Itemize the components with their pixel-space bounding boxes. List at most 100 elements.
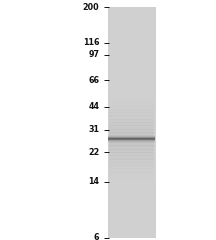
Bar — [109, 148, 154, 149]
Bar — [109, 141, 154, 142]
Bar — [109, 151, 154, 152]
Bar — [109, 106, 154, 107]
Bar — [109, 133, 154, 134]
Bar — [109, 155, 154, 156]
Bar — [109, 135, 154, 136]
Bar — [109, 130, 154, 131]
Bar — [109, 160, 154, 161]
Bar — [109, 109, 154, 110]
Bar — [109, 152, 154, 153]
Bar — [109, 120, 154, 121]
Bar — [109, 137, 154, 138]
Bar — [109, 171, 154, 172]
Text: 116: 116 — [83, 38, 99, 48]
Text: 66: 66 — [88, 76, 99, 84]
Bar — [109, 158, 154, 160]
Bar — [109, 161, 154, 162]
Bar — [109, 107, 154, 108]
Bar — [109, 131, 154, 132]
Bar — [109, 147, 154, 148]
Bar — [109, 157, 154, 158]
Bar — [109, 134, 154, 135]
Bar — [109, 102, 154, 103]
Bar — [109, 169, 154, 170]
Bar — [109, 145, 154, 146]
Bar — [109, 106, 154, 107]
Bar — [109, 139, 154, 140]
Bar — [109, 164, 154, 165]
Bar — [109, 181, 154, 183]
Bar — [109, 174, 154, 175]
Bar — [109, 162, 154, 163]
Text: kDa: kDa — [83, 0, 102, 1]
Bar — [109, 99, 154, 100]
Bar — [109, 126, 154, 127]
Bar — [109, 165, 154, 166]
Bar — [109, 158, 154, 159]
Bar — [109, 103, 154, 104]
Bar — [109, 154, 154, 155]
Text: 14: 14 — [88, 177, 99, 186]
Bar — [109, 156, 154, 157]
Bar — [109, 100, 154, 101]
Bar — [109, 181, 154, 182]
Bar — [109, 152, 154, 153]
Bar — [109, 179, 154, 180]
Bar — [109, 168, 154, 169]
Bar — [109, 170, 154, 171]
Bar — [109, 96, 154, 97]
Bar — [109, 129, 154, 130]
Bar — [109, 121, 154, 122]
Bar — [109, 179, 154, 180]
Bar — [109, 105, 154, 106]
Bar — [109, 124, 154, 125]
Bar — [109, 142, 154, 143]
Bar — [109, 112, 154, 114]
Bar — [109, 175, 154, 176]
Bar — [109, 113, 154, 114]
Bar — [109, 112, 154, 113]
Bar — [109, 166, 154, 167]
Bar — [109, 132, 154, 133]
Bar — [109, 122, 154, 123]
Bar — [109, 104, 154, 105]
Bar — [109, 149, 154, 150]
Bar — [109, 163, 154, 164]
Bar — [109, 123, 154, 124]
Bar — [109, 108, 154, 110]
Bar — [109, 128, 154, 129]
Bar — [109, 177, 154, 178]
Bar — [109, 127, 154, 128]
Bar — [109, 172, 154, 173]
Text: 31: 31 — [88, 125, 99, 134]
Bar — [109, 178, 154, 179]
Bar — [109, 145, 154, 146]
Bar — [109, 172, 154, 173]
Bar — [109, 153, 154, 154]
Bar — [109, 97, 154, 98]
Bar — [109, 149, 154, 150]
Bar — [109, 108, 154, 109]
Bar — [109, 176, 154, 177]
Text: 6: 6 — [94, 233, 99, 240]
Bar — [109, 115, 154, 116]
Bar — [109, 110, 154, 111]
Bar — [109, 165, 154, 166]
Bar — [109, 144, 154, 145]
Bar — [109, 99, 154, 100]
Bar — [109, 119, 154, 120]
Bar — [109, 102, 154, 103]
Text: 200: 200 — [83, 3, 99, 12]
Bar — [109, 138, 154, 139]
Bar — [109, 175, 154, 176]
Bar — [109, 142, 154, 143]
Bar — [109, 115, 154, 116]
Bar — [109, 117, 154, 118]
Text: 97: 97 — [88, 50, 99, 59]
Bar — [109, 180, 154, 181]
Bar — [109, 129, 154, 130]
Bar — [108, 7, 156, 238]
Bar — [109, 150, 154, 151]
Bar — [109, 140, 154, 141]
Bar — [109, 135, 154, 137]
